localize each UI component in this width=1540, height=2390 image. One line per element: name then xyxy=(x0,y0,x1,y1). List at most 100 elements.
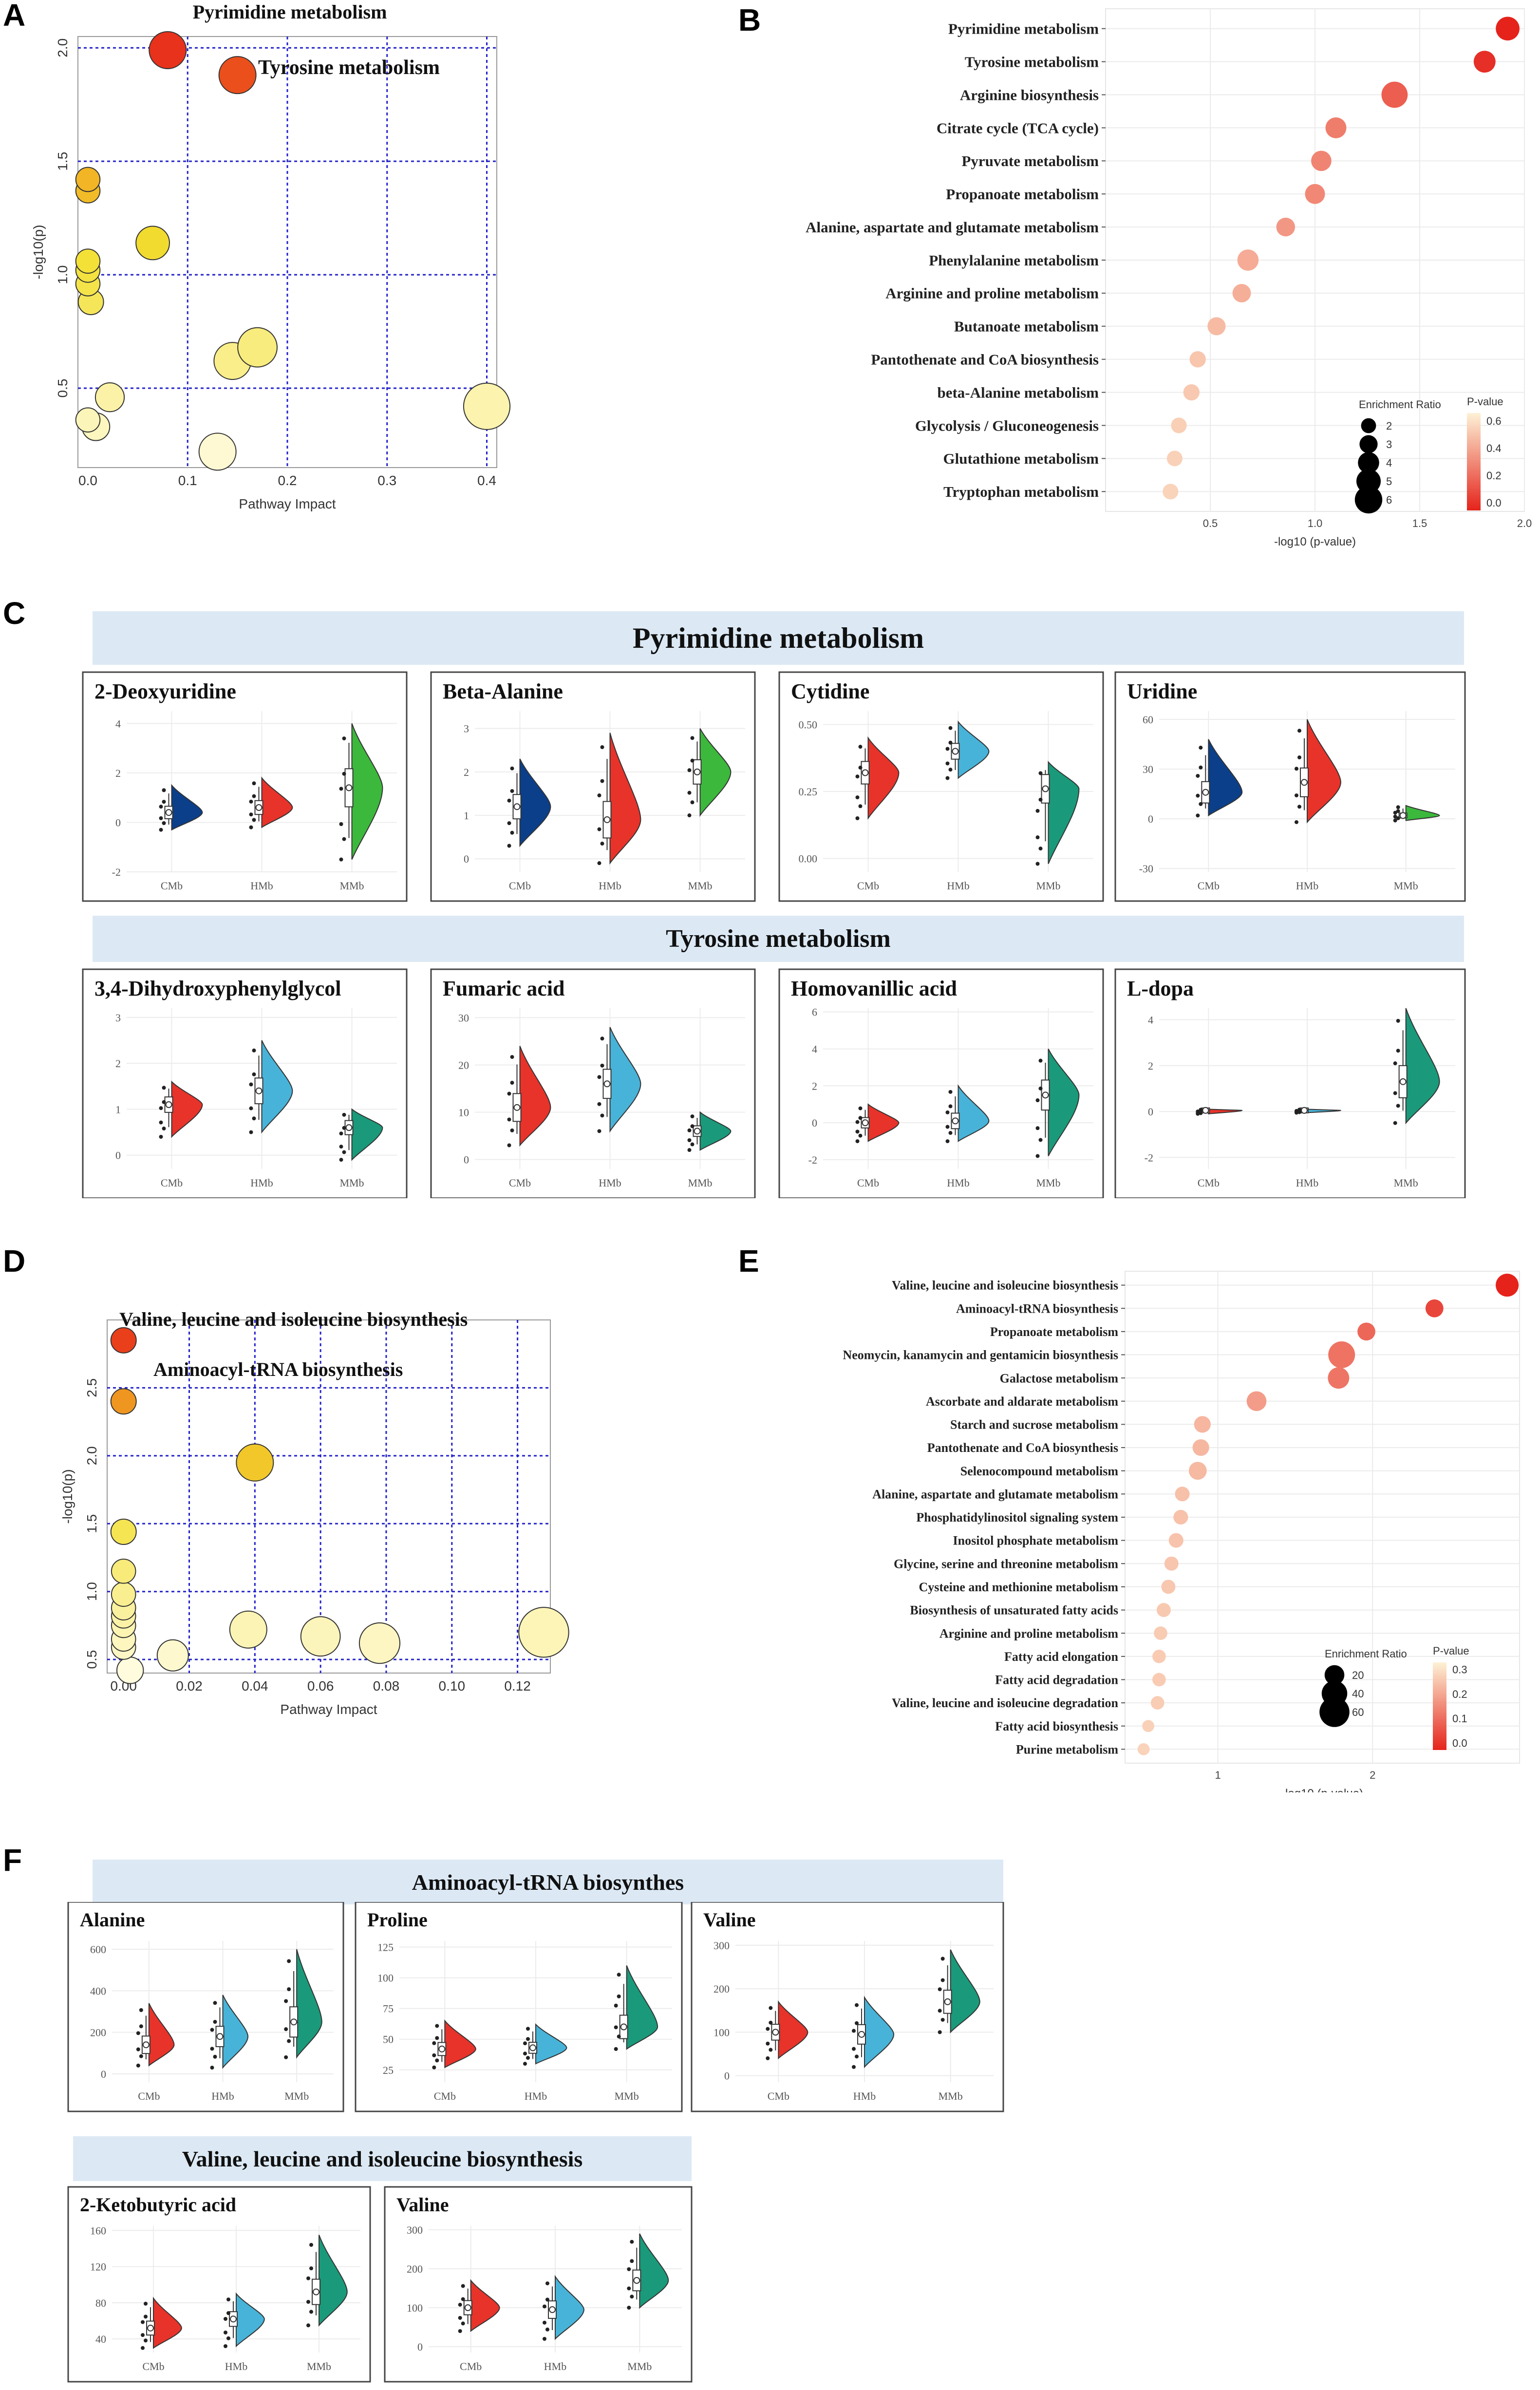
c3-point xyxy=(855,795,860,800)
f2-point xyxy=(435,2058,439,2063)
a-bubble xyxy=(149,31,187,69)
c4-median xyxy=(1399,812,1407,819)
f5-point xyxy=(630,2295,634,2299)
e-legend-color-bar xyxy=(1433,1662,1446,1750)
f4-point xyxy=(226,2311,230,2315)
c8-y-tick-label: 4 xyxy=(1148,1014,1153,1026)
f1-y-tick-label: 600 xyxy=(90,1943,106,1956)
f3-point xyxy=(855,2003,859,2007)
e-category-label: Aminoacyl-tRNA biosynthesis xyxy=(956,1301,1118,1316)
c2-point xyxy=(687,768,692,772)
c1-point xyxy=(342,736,346,741)
c1-violin xyxy=(351,723,383,860)
e-category-label: Cysteine and methionine metabolism xyxy=(919,1580,1119,1594)
f1-point xyxy=(136,2063,140,2068)
c2-point xyxy=(507,844,511,848)
c8-violin xyxy=(1208,1109,1243,1114)
c5-median xyxy=(345,1124,353,1131)
b-dot xyxy=(1183,384,1200,401)
b-category-label: Pyrimidine metabolism xyxy=(948,20,1099,38)
f2-point xyxy=(614,2047,618,2051)
f3-point xyxy=(769,2020,773,2025)
f2-point xyxy=(523,2062,527,2066)
f1-point xyxy=(136,2031,140,2035)
d-bubble xyxy=(236,1443,274,1482)
c3-median xyxy=(952,748,959,755)
c6-point xyxy=(507,1143,511,1148)
f4-violin xyxy=(319,2235,348,2327)
c1-median xyxy=(255,804,263,811)
c7-point xyxy=(858,1133,863,1138)
b-legend-color-title: P-value xyxy=(1467,395,1503,408)
b-legend-size-dot xyxy=(1359,435,1378,453)
panel-letter-c: C xyxy=(3,596,26,631)
d-bubble xyxy=(111,1581,136,1607)
f2-point xyxy=(614,2025,618,2030)
e-dot xyxy=(1175,1487,1190,1502)
f3-point xyxy=(852,2029,856,2033)
c4-y-tick-label: 60 xyxy=(1143,714,1153,726)
c2-point xyxy=(510,830,514,835)
c2-point xyxy=(507,798,511,803)
c8-point xyxy=(1196,1111,1200,1116)
f3-median xyxy=(772,2029,779,2036)
f1-x-tick-label: CMb xyxy=(138,2090,160,2102)
c7-point xyxy=(1038,1086,1043,1091)
c8-median xyxy=(1202,1107,1209,1114)
f5-point xyxy=(543,2337,546,2341)
c6-median xyxy=(603,1080,611,1088)
c7-title: Homovanillic acid xyxy=(791,977,957,1000)
b-legend-size-label: 4 xyxy=(1386,457,1392,469)
c6-point xyxy=(687,1148,692,1152)
f2-y-tick-label: 100 xyxy=(377,1972,394,1984)
f5-point xyxy=(627,2267,631,2271)
c1-point xyxy=(159,828,163,832)
f1-point xyxy=(139,2008,143,2013)
f4-point xyxy=(306,2323,310,2328)
c5-point xyxy=(159,1120,163,1125)
e-legend-color-label: 0.2 xyxy=(1452,1688,1467,1700)
b-dot xyxy=(1207,317,1226,336)
e-dot xyxy=(1246,1391,1267,1411)
d-x-tick-label: 0.12 xyxy=(504,1678,531,1694)
c2-point xyxy=(687,813,692,818)
b-legend-size-dot xyxy=(1354,486,1383,514)
f3-point xyxy=(938,2009,942,2013)
c1-y-tick-label: 2 xyxy=(115,767,121,779)
c2-point xyxy=(600,842,604,846)
e-dot xyxy=(1357,1322,1375,1341)
c3-point xyxy=(1038,797,1043,802)
f4-title: 2-Ketobutyric acid xyxy=(80,2194,236,2216)
a-bubble xyxy=(237,327,278,368)
f1-point xyxy=(284,1999,288,2003)
c2-violin xyxy=(519,758,551,847)
b-dot xyxy=(1166,451,1183,467)
banner-aminoacyl-trna: Aminoacyl-tRNA biosynthes xyxy=(93,1860,1003,1904)
chart-d: 0.00 0.02 0.04 0.06 0.08 0.10 0.120.51.01.52.0… xyxy=(60,1308,569,1717)
c1-point xyxy=(252,794,256,798)
a-bubble xyxy=(75,248,101,274)
c3-title: Cytidine xyxy=(791,679,869,703)
d-annotation: Valine, leucine and isoleucine biosynthe… xyxy=(119,1308,468,1330)
e-category-label: Arginine and proline metabolism xyxy=(939,1626,1119,1640)
e-category-label: Propanoate metabolism xyxy=(990,1325,1118,1339)
c5-point xyxy=(159,1106,163,1110)
c7-x-tick-label: CMb xyxy=(857,1177,879,1189)
c6-point xyxy=(597,1102,601,1106)
e-category-label: Biosynthesis of unsaturated fatty acids xyxy=(910,1603,1118,1618)
f4-point xyxy=(306,2276,310,2280)
f1-point xyxy=(284,2055,288,2059)
b-category-label: Pyruvate metabolism xyxy=(961,152,1099,169)
f2-y-tick-label: 25 xyxy=(383,2064,394,2076)
e-category-label: Glycine, serine and threonine metabolism xyxy=(894,1557,1118,1571)
c5-x-tick-label: HMb xyxy=(250,1177,273,1189)
e-category-label: Selenocompound metabolism xyxy=(960,1464,1119,1478)
c6-median xyxy=(694,1128,701,1135)
f3-point xyxy=(769,2006,773,2010)
f2-point xyxy=(526,2037,530,2041)
f4-point xyxy=(306,2300,310,2304)
c7-point xyxy=(1035,1098,1040,1103)
chart-a: 0.0 0.1 0.2 0.3 0.4 0.5 1.0 1.5 2.0 Pathway Impac… xyxy=(31,1,511,511)
e-dot xyxy=(1152,1650,1166,1663)
f3-point xyxy=(766,2041,770,2046)
